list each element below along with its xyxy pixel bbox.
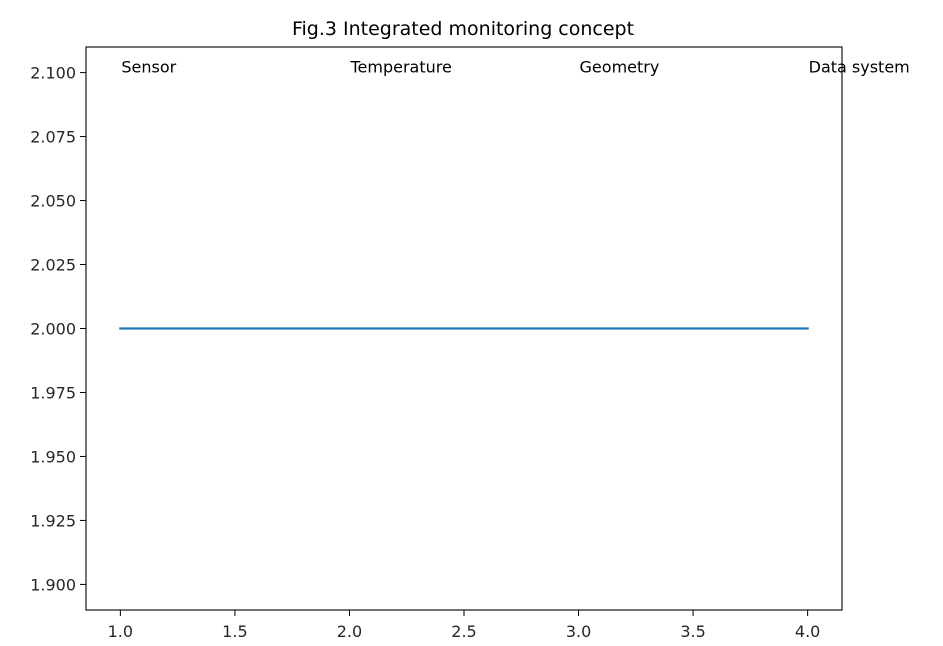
y-tick-label: 2.100 — [30, 64, 76, 83]
y-tick-label: 1.925 — [30, 511, 76, 530]
x-tick-label: 2.5 — [451, 622, 476, 641]
annotation-label: Temperature — [349, 58, 451, 77]
plot-area: Sensor Temperature Geometry Data system 1.0 1… — [30, 46, 910, 641]
chart-title: Fig.3 Integrated monitoring concept — [292, 18, 634, 40]
annotation-label: Sensor — [121, 58, 176, 77]
x-tick-label: 1.5 — [222, 622, 247, 641]
annotation-label: Data system — [809, 58, 910, 77]
x-tick-label: 2.0 — [337, 622, 362, 641]
y-tick-label: 1.900 — [30, 575, 76, 594]
y-tick-label: 2.025 — [30, 256, 76, 275]
y-tick-label: 2.050 — [30, 192, 76, 211]
y-tick-label: 1.975 — [30, 383, 76, 402]
y-tick-label: 2.000 — [30, 320, 76, 339]
x-tick-label: 1.0 — [108, 622, 133, 641]
x-tick-label: 4.0 — [795, 622, 820, 641]
annotation-label: Geometry — [580, 58, 660, 77]
x-tick-label: 3.5 — [680, 622, 705, 641]
y-tick-label: 2.075 — [30, 128, 76, 147]
x-tick-label: 3.0 — [566, 622, 591, 641]
y-tick-label: 1.950 — [30, 447, 76, 466]
